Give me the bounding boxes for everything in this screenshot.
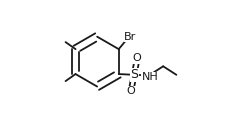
Text: O: O bbox=[127, 86, 136, 96]
Text: Br: Br bbox=[124, 32, 136, 42]
Text: O: O bbox=[133, 53, 141, 63]
Text: S: S bbox=[130, 68, 138, 81]
Text: NH: NH bbox=[142, 72, 158, 82]
